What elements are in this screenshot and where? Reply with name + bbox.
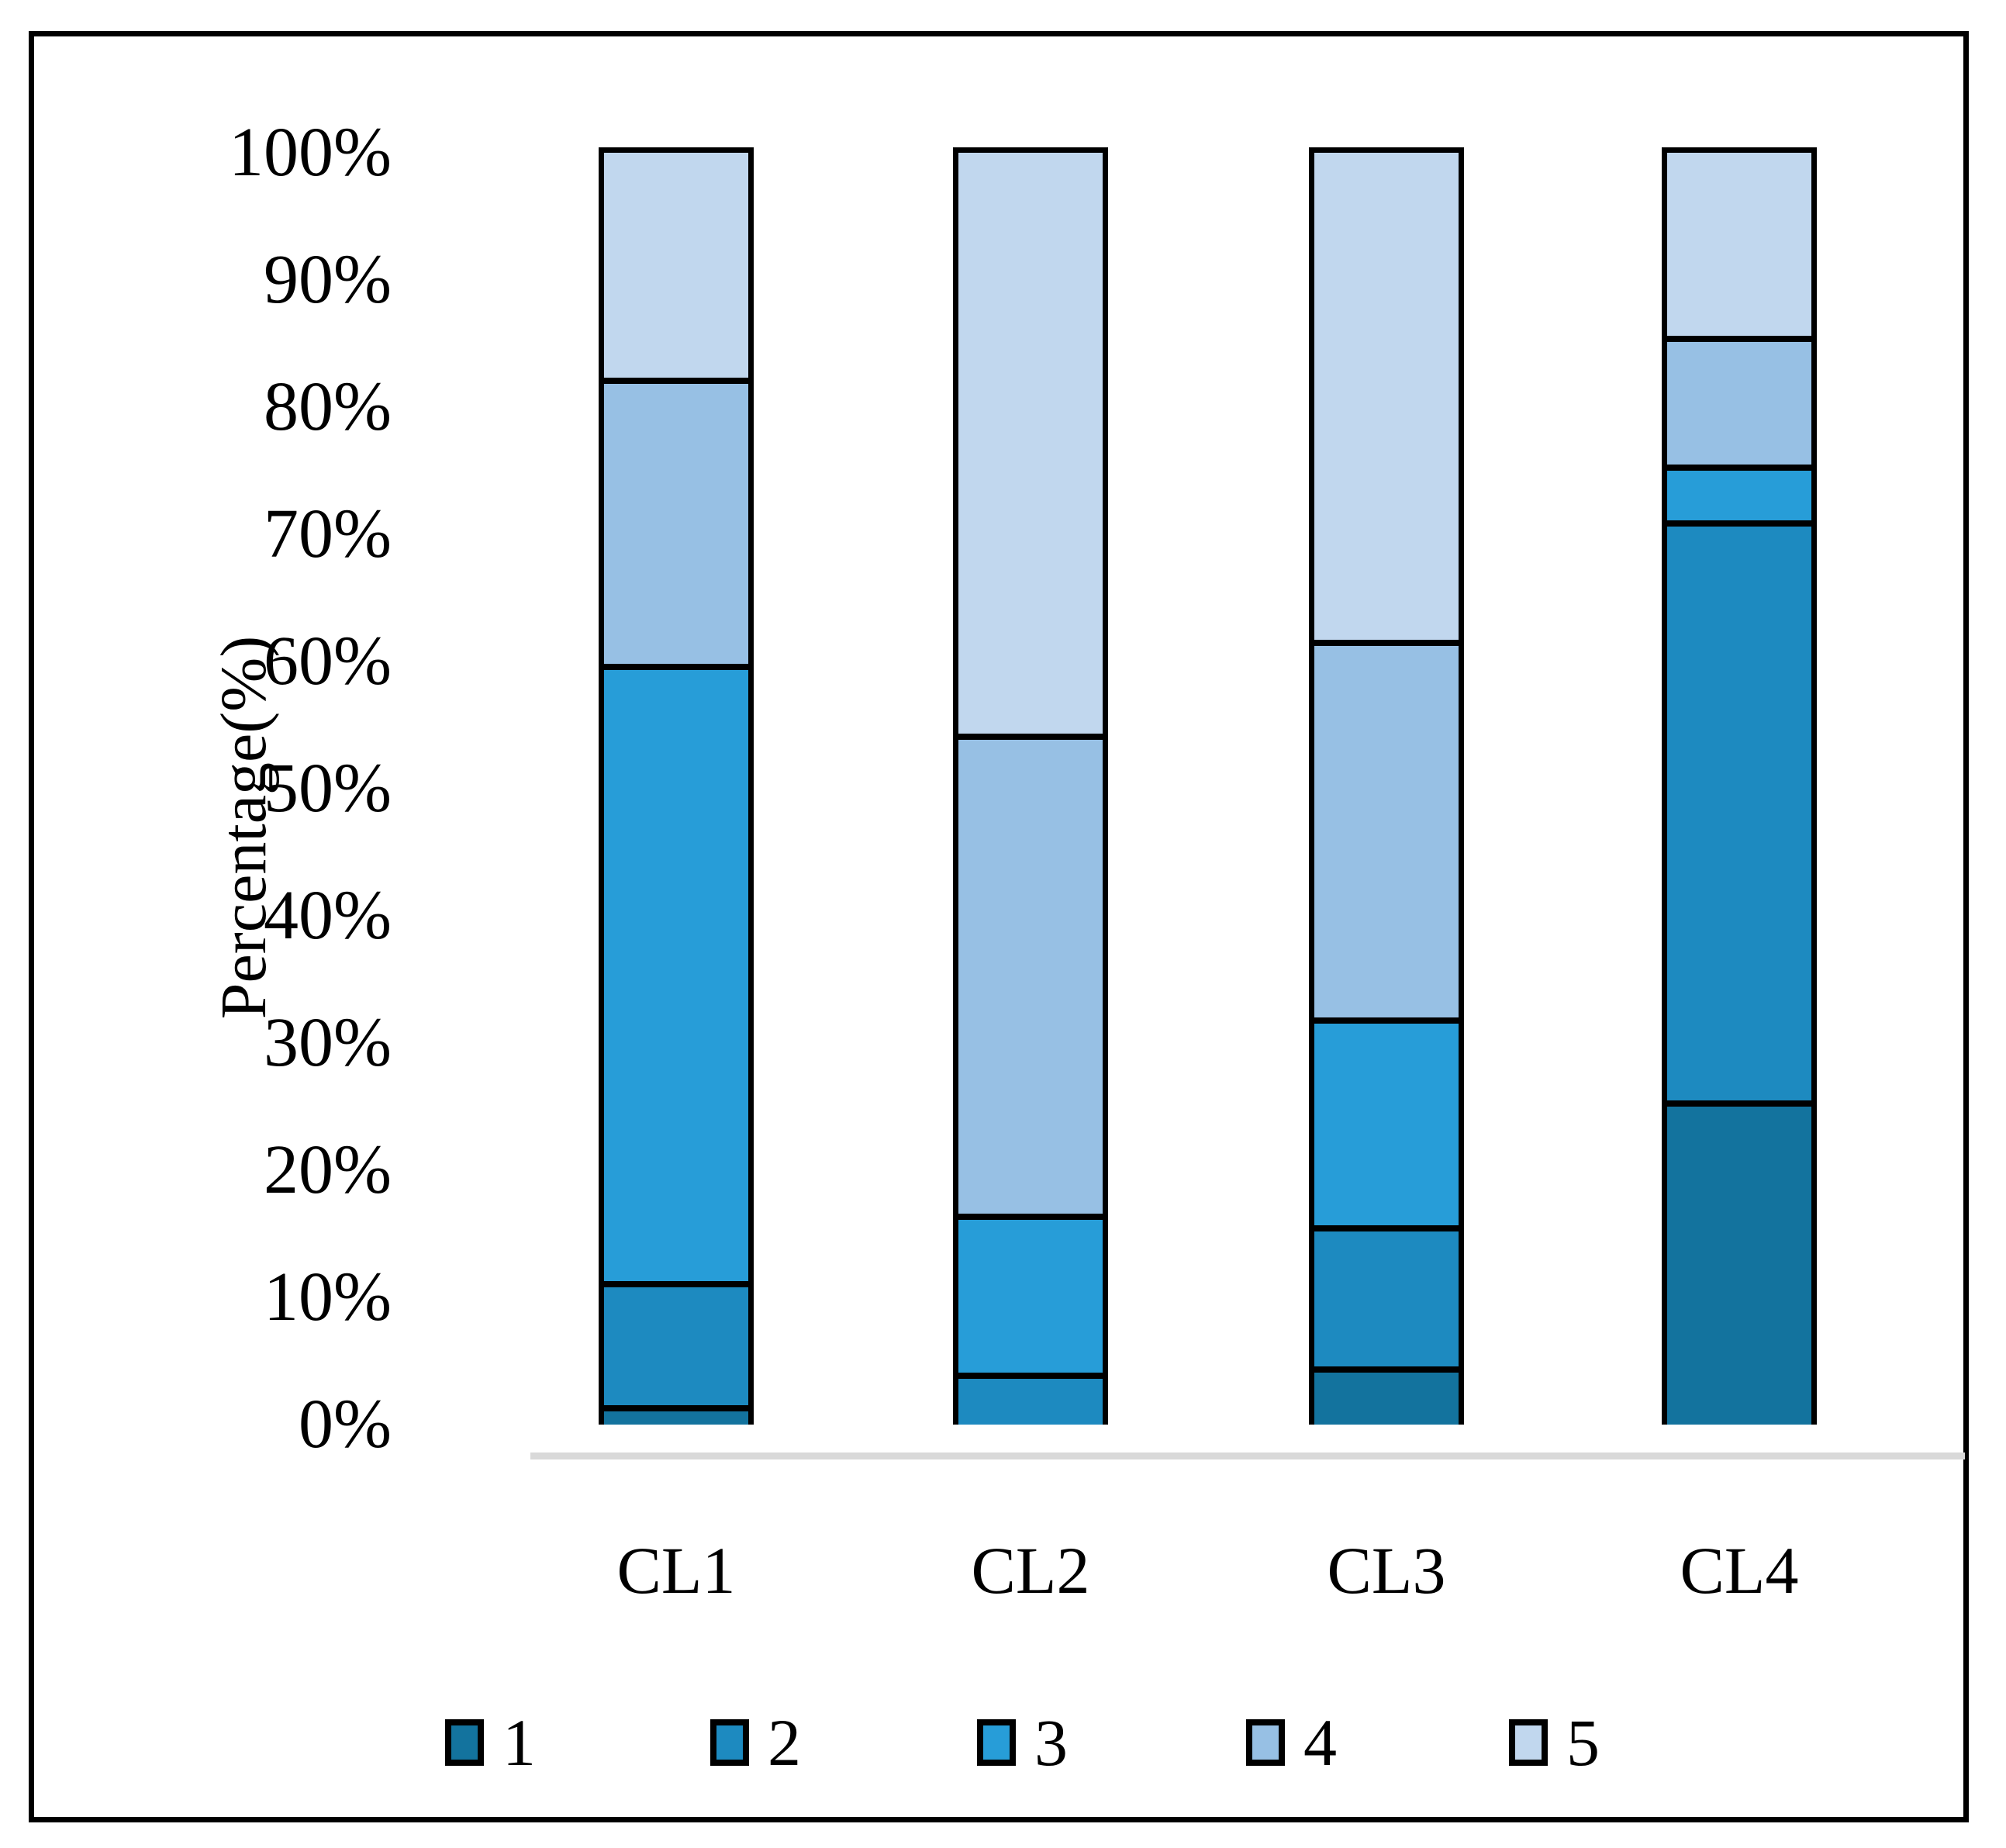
bar-segment-series-1 (604, 1405, 748, 1425)
legend-item-4: 4 (1246, 1700, 1337, 1785)
bar-segment-series-4 (958, 734, 1103, 1214)
legend-label: 4 (1303, 1705, 1337, 1780)
bar-segment-series-4 (604, 378, 748, 665)
legend-label: 2 (768, 1705, 801, 1780)
y-tick-label: 40% (264, 877, 392, 954)
stacked-bar-CL3 (1309, 147, 1464, 1425)
y-tick-label: 80% (264, 368, 392, 445)
legend-label: 3 (1034, 1705, 1068, 1780)
bar-segment-series-3 (1314, 1017, 1459, 1225)
y-tick-label: 90% (264, 241, 392, 318)
bar-segment-series-2 (1314, 1225, 1459, 1366)
bar-segment-series-2 (1667, 520, 1811, 1100)
legend-swatch-icon (445, 1719, 484, 1766)
x-axis-label-CL3: CL3 (1327, 1533, 1446, 1608)
legend: 1 2 3 4 5 (34, 1700, 2006, 1793)
bar-segment-series-2 (604, 1280, 748, 1406)
y-tick-label: 100% (229, 114, 392, 191)
y-tick-label: 70% (264, 496, 392, 572)
x-axis-label-CL2: CL2 (971, 1533, 1090, 1608)
bar-segment-series-5 (958, 153, 1103, 734)
stacked-bar-CL2 (953, 147, 1108, 1425)
legend-label: 5 (1566, 1705, 1600, 1780)
legend-label: 1 (502, 1705, 536, 1780)
y-tick-label: 30% (264, 1004, 392, 1081)
bar-segment-series-5 (1667, 153, 1811, 337)
legend-item-3: 3 (977, 1700, 1068, 1785)
y-tick-label: 50% (264, 750, 392, 827)
stacked-bar-CL1 (599, 147, 754, 1425)
bar-segment-series-4 (1667, 336, 1811, 465)
bar-segment-series-5 (1314, 153, 1459, 641)
bar-segment-series-1 (1667, 1100, 1811, 1425)
bar-segment-series-1 (1314, 1366, 1459, 1425)
bar-segment-series-2 (958, 1372, 1103, 1425)
bar-segment-series-5 (604, 153, 748, 378)
legend-swatch-icon (710, 1719, 749, 1766)
stacked-bar-CL4 (1662, 147, 1817, 1425)
legend-item-5: 5 (1509, 1700, 1600, 1785)
bar-segment-series-3 (958, 1213, 1103, 1373)
figure-frame: Percentage(%) 0% 10% 20% 30% 40% 50% 60% 70% 80%… (29, 31, 1969, 1822)
axis-baseline (530, 1452, 1965, 1459)
bar-segment-series-3 (604, 664, 748, 1281)
y-tick-label: 60% (264, 623, 392, 699)
bar-segment-series-4 (1314, 640, 1459, 1018)
y-tick-label: 0% (299, 1386, 392, 1463)
legend-swatch-icon (1509, 1719, 1548, 1766)
legend-swatch-icon (1246, 1719, 1285, 1766)
x-axis-label-CL4: CL4 (1680, 1533, 1799, 1608)
legend-swatch-icon (977, 1719, 1016, 1766)
legend-item-2: 2 (710, 1700, 801, 1785)
legend-item-1: 1 (445, 1700, 536, 1785)
bar-segment-series-3 (1667, 464, 1811, 520)
y-tick-label: 20% (264, 1131, 392, 1208)
y-tick-label: 10% (264, 1259, 392, 1335)
x-axis-label-CL1: CL1 (616, 1533, 736, 1608)
